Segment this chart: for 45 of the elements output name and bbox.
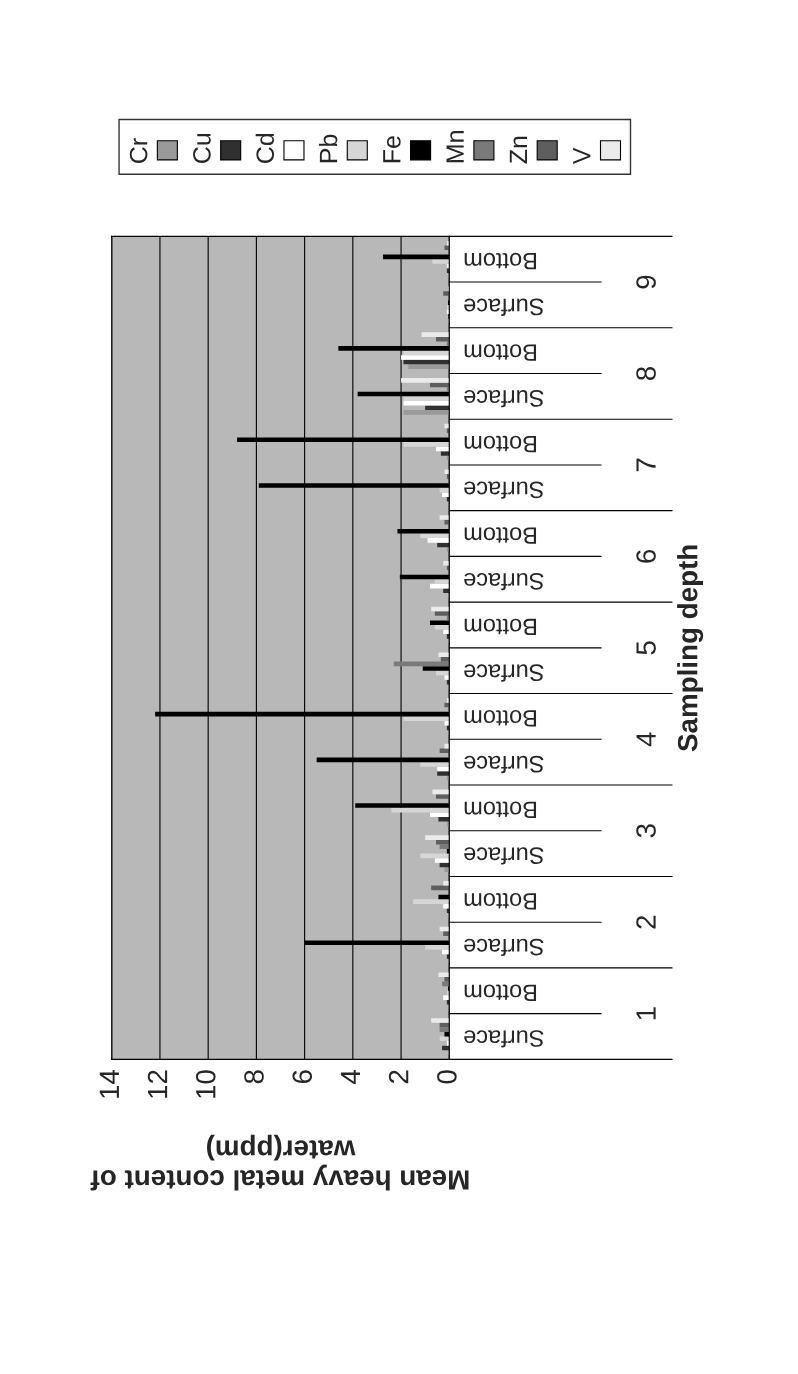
text: 1	[636, 1007, 656, 1020]
legend-label: V	[573, 147, 591, 165]
legend-label: Pb	[318, 134, 338, 163]
y-tick-label: Surface	[464, 1030, 544, 1048]
text: 4	[636, 732, 656, 747]
x-axis-title: Mean heavy metal content of water(ppm)	[90, 1134, 469, 1191]
y-tick-label: Bottom	[464, 435, 537, 453]
y-tick-label: Surface	[464, 481, 544, 499]
legend-label: Cr	[129, 138, 148, 163]
text: 7	[636, 458, 656, 472]
y-tick-label: Surface	[464, 390, 544, 408]
y-axis-title: Sampling depth	[677, 545, 704, 752]
text: 2	[636, 915, 656, 929]
text: 3	[636, 824, 656, 838]
y-tick-label: Surface	[464, 938, 544, 957]
y-tick-label: Bottom	[464, 892, 537, 910]
x-tick-label: 2	[388, 1070, 409, 1084]
legend-label: Fe	[383, 136, 401, 163]
y-tick-label: Bottom	[464, 527, 537, 544]
text: 9	[636, 275, 656, 289]
y-tick-label: Surface	[464, 298, 544, 316]
x-tick-label: 0	[437, 1070, 457, 1084]
y-tick-label: Surface	[464, 755, 544, 774]
x-tick-label: 14	[99, 1069, 119, 1098]
legend-label: Cu	[193, 133, 211, 163]
x-tick-label: 10	[195, 1070, 216, 1098]
y-tick-label: Bottom	[464, 252, 537, 270]
text: 5	[636, 641, 656, 655]
x-tick-label: 4	[340, 1069, 361, 1084]
y-tick-label: Bottom	[464, 710, 537, 727]
x-tick-label: 8	[244, 1070, 264, 1084]
x-tick-label: 12	[147, 1070, 168, 1098]
legend-label: Cd	[255, 133, 275, 163]
text: 6	[636, 549, 656, 563]
text: 8	[636, 366, 656, 381]
legend-label: Zn	[509, 136, 528, 164]
y-tick-label: Surface	[464, 664, 544, 682]
x-tick-label: 6	[292, 1070, 313, 1084]
y-tick-label: Bottom	[464, 984, 537, 1001]
y-tick-label: Bottom	[464, 801, 537, 819]
y-tick-label: Bottom	[464, 344, 537, 361]
y-tick-label: Surface	[464, 847, 544, 865]
y-tick-label: Surface	[464, 572, 544, 591]
y-tick-label: Bottom	[464, 618, 537, 636]
legend-label: Mn	[446, 131, 464, 163]
